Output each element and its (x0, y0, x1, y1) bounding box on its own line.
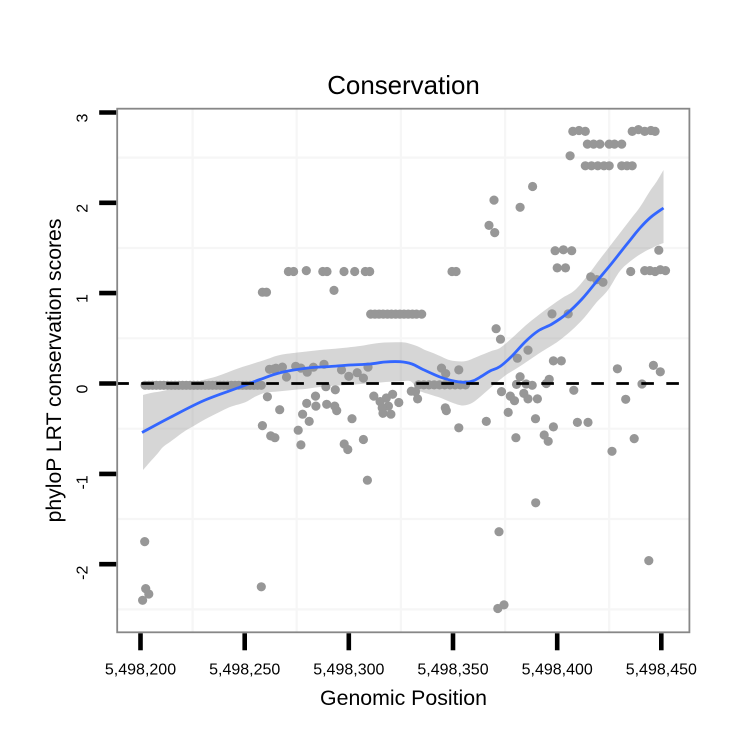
svg-text:-1: -1 (75, 475, 92, 489)
svg-text:1: 1 (75, 294, 92, 303)
svg-text:-2: -2 (75, 565, 92, 579)
svg-text:5,498,350: 5,498,350 (417, 662, 488, 679)
svg-text:0: 0 (75, 384, 92, 393)
svg-text:2: 2 (75, 204, 92, 213)
svg-text:5,498,250: 5,498,250 (209, 662, 280, 679)
svg-text:Genomic Position: Genomic Position (320, 686, 487, 710)
svg-text:5,498,450: 5,498,450 (626, 662, 697, 679)
svg-text:phyloP LRT conservation scores: phyloP LRT conservation scores (43, 219, 66, 523)
svg-text:3: 3 (75, 113, 92, 122)
svg-text:5,498,400: 5,498,400 (522, 662, 593, 679)
svg-text:5,498,300: 5,498,300 (313, 662, 384, 679)
svg-text:Conservation: Conservation (327, 72, 480, 100)
svg-text:5,498,200: 5,498,200 (105, 662, 176, 679)
